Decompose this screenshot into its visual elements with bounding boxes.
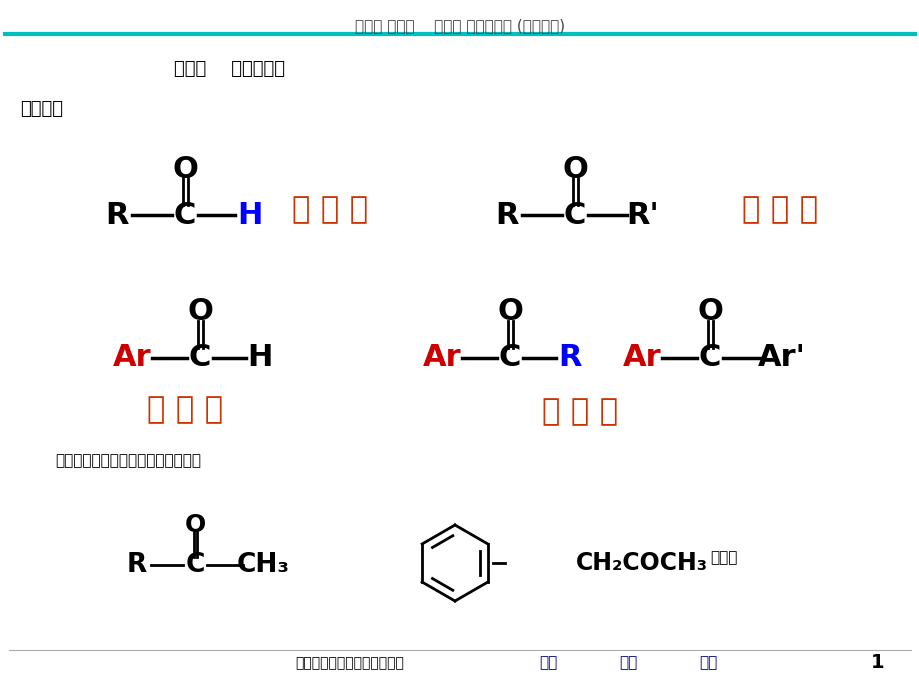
Text: 1: 1 — [870, 653, 884, 673]
Text: Ar': Ar' — [757, 344, 805, 373]
Text: O: O — [562, 155, 587, 184]
Text: Ar: Ar — [112, 344, 151, 373]
Text: C: C — [563, 201, 585, 230]
Text: 下页: 下页 — [618, 656, 637, 671]
Text: 首页: 首页 — [698, 656, 716, 671]
Text: 脂 肪 醛: 脂 肪 醛 — [291, 195, 368, 224]
Text: O: O — [187, 297, 212, 326]
Text: R: R — [558, 344, 581, 373]
Text: CH₃: CH₃ — [236, 552, 289, 578]
Text: Ar: Ar — [622, 344, 661, 373]
Text: 脂 肪 酮: 脂 肪 酮 — [742, 195, 817, 224]
Text: O: O — [172, 155, 198, 184]
Text: C: C — [185, 552, 204, 578]
Text: CH₂COCH₃: CH₂COCH₃ — [575, 551, 708, 575]
Text: 甲基酮: 甲基酮 — [709, 550, 736, 565]
Text: 第九章 醛和酮    第一节 分类和命名 (一、分类): 第九章 醛和酮 第一节 分类和命名 (一、分类) — [355, 18, 564, 33]
Text: R: R — [105, 201, 129, 230]
Text: 医学用有机化学第九章醛和酮: 医学用有机化学第九章醛和酮 — [295, 656, 404, 670]
Text: 一、分类: 一、分类 — [20, 100, 62, 118]
Text: C: C — [698, 344, 720, 373]
Text: 上页: 上页 — [539, 656, 557, 671]
Text: O: O — [697, 297, 722, 326]
Text: R': R' — [626, 201, 659, 230]
Text: 第一节    分类和命名: 第一节 分类和命名 — [175, 60, 285, 78]
Text: 芳 香 醛: 芳 香 醛 — [147, 395, 222, 424]
Text: H: H — [247, 344, 272, 373]
Text: R: R — [494, 201, 518, 230]
Text: H: H — [237, 201, 263, 230]
Text: C: C — [188, 344, 211, 373]
Text: O: O — [184, 513, 206, 537]
Text: 芳 香 酮: 芳 香 酮 — [541, 397, 618, 426]
Text: R: R — [127, 552, 147, 578]
Text: Ar: Ar — [422, 344, 460, 373]
Text: C: C — [174, 201, 196, 230]
Text: O: O — [496, 297, 522, 326]
Text: 芳香醛酮的羰基直接连在芳香环上。: 芳香醛酮的羰基直接连在芳香环上。 — [55, 453, 200, 468]
Text: C: C — [498, 344, 521, 373]
